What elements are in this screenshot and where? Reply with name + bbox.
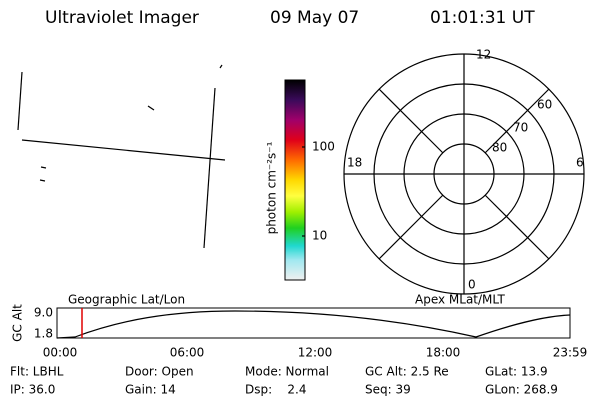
y-axis-label: GC Alt [11,304,25,342]
x-tick-label: 18:00 [426,346,461,360]
lat-label: 70 [513,121,528,135]
colorbar-label: photon cm⁻²s⁻¹ [265,141,279,234]
status-field: GLat: 13.9 [485,365,548,379]
x-tick-label: 12:00 [298,346,333,360]
colorbar-tick-label: 100 [312,140,335,154]
status-field: GC Alt: 2.5 Re [365,365,449,379]
timeline-left-title: Geographic Lat/Lon [68,293,185,307]
altitude-curve [56,310,571,339]
y-tick-label: 1.8 [34,327,53,341]
status-field: Door: Open [125,365,194,379]
footer: Flt: LBHL Door: Open Mode: Normal GC Alt: 2… [10,365,558,397]
time: 01:01:31 UT [430,8,535,28]
status-field: IP: 36.0 [10,383,55,397]
title: Ultraviolet Imager [45,8,199,28]
x-tick-label: 23:59 [553,346,588,360]
lat-label: 60 [537,98,552,112]
lat-label: 80 [492,141,507,155]
status-field: Seq: 39 [365,383,411,397]
mlt-label: 18 [347,156,362,170]
x-tick-label: 06:00 [170,346,205,360]
polar-grid [343,53,585,295]
geo-grid [17,64,226,249]
colorbar-tick-label: 10 [312,229,327,243]
colorbar [284,79,306,281]
timeline-right-title: Apex MLat/MLT [415,293,505,307]
status-field: Gain: 14 [125,383,176,397]
mlt-label: 6 [576,156,584,170]
mlt-label: 12 [476,48,491,62]
date: 09 May 07 [270,8,359,28]
status-field: Mode: Normal [245,365,329,379]
y-tick-label: 9.0 [34,306,53,320]
status-field: Dsp: 2.4 [245,383,307,397]
status-field: GLon: 268.9 [485,383,558,397]
status-field: Flt: LBHL [10,365,64,379]
x-tick-label: 00:00 [43,346,78,360]
timeline-frame [56,307,571,339]
mlt-label: 0 [468,278,476,292]
